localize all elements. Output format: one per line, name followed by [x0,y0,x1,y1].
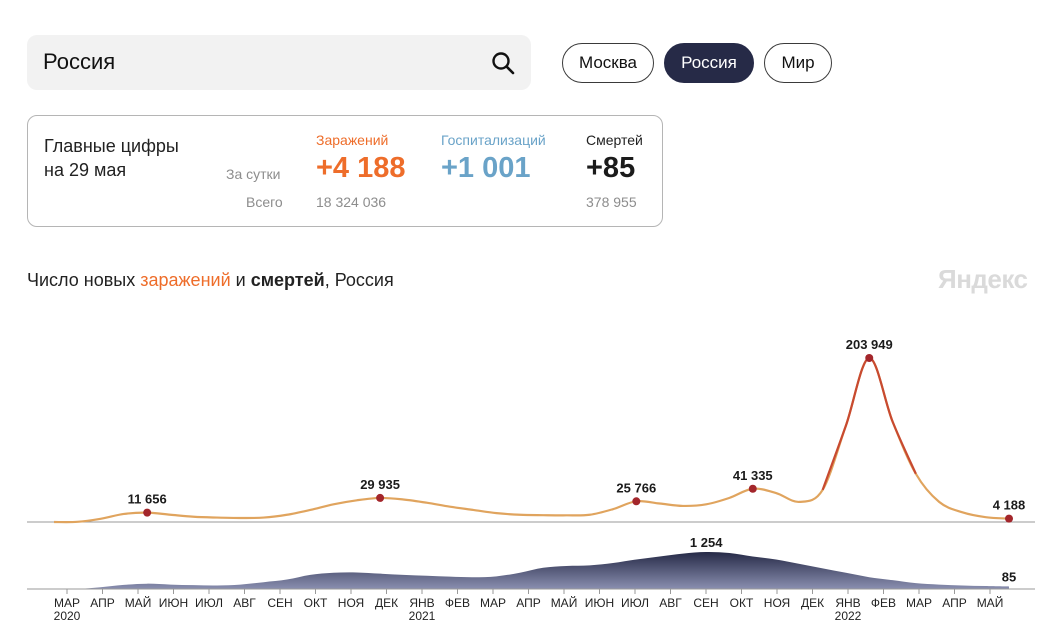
infections-value-label: 41 335 [733,468,773,483]
x-tick-label: ЯНВ [409,596,434,610]
deaths-area [54,551,1009,590]
x-axis: МАР АПР МАЙ ИЮН ИЮЛ АВГ СЕН ОКТ НОЯ ДЕК ЯНВ ФЕВ МАР А… [54,589,1004,623]
x-tick-label: АПР [516,596,541,610]
infections-marker[interactable] [865,354,874,362]
summary-title-line1: Главные цифры [44,136,179,156]
infections-marker[interactable] [143,508,152,517]
yandex-logo: Яндекс [938,264,1028,294]
chart-title-suffix: , Россия [324,270,394,290]
tab-russia[interactable]: Россия [664,43,754,83]
infections-total: 18 324 036 [316,194,387,210]
chart-title-infections[interactable]: заражений [140,270,231,290]
chart-title: Число новых заражений и смертей, Россия [27,270,394,291]
deaths-value-label: 1 254 [690,535,723,550]
x-tick-label: ДЕК [375,596,398,610]
x-tick-label: АВГ [659,596,682,610]
infections-head: Заражений [316,132,389,148]
x-tick-label: СЕН [267,596,292,610]
search-box[interactable]: Россия [27,35,531,90]
x-tick-label: МАР [906,596,932,610]
x-tick-label: АПР [90,596,115,610]
x-tick-label: АВГ [233,596,256,610]
x-tick-label: МАЙ [125,595,152,610]
x-tick-label: ИЮЛ [621,596,649,610]
x-tick-label: НОЯ [338,596,364,610]
x-tick-label: ЯНВ [835,596,860,610]
infections-marker[interactable] [376,493,385,502]
x-year-label: 2021 [409,609,436,623]
infections-value-label: 25 766 [616,480,656,495]
chart-title-middle: и [230,270,251,290]
x-tick-label: МАР [54,596,80,610]
infections-per-day: +4 188 [316,152,406,184]
infections-series: 11 656 29 935 25 766 41 335 203 949 4 188 [27,337,1035,524]
x-tick-label: ФЕВ [445,596,470,610]
x-tick-label: МАР [480,596,506,610]
x-tick-label: АПР [942,596,967,610]
search-icon[interactable] [491,51,515,75]
x-year-label: 2020 [54,609,81,623]
x-tick-label: ИЮЛ [195,596,223,610]
infections-line [53,356,1010,524]
infections-value-label: 203 949 [846,337,893,352]
x-tick-label: НОЯ [764,596,790,610]
chart-title-prefix: Число новых [27,270,141,290]
infections-peak-line [821,356,917,491]
x-year-label: 2022 [835,609,862,623]
hospitalizations-per-day: +1 001 [441,152,531,184]
x-tick-label: ДЕК [801,596,824,610]
tab-world[interactable]: Мир [764,43,832,83]
deaths-per-day: +85 [586,152,636,184]
x-tick-label: ОКТ [304,596,328,610]
infections-marker[interactable] [632,497,641,506]
infections-value-label: 29 935 [360,477,400,492]
infections-marker[interactable] [1005,514,1013,523]
infections-value-label: 4 188 [993,498,1026,513]
x-tick-label: МАЙ [977,595,1004,610]
search-input[interactable]: Россия [43,49,116,74]
chart-title-deaths[interactable]: смертей [250,270,325,290]
deaths-head: Смертей [586,132,643,148]
x-tick-label: ИЮН [159,596,188,610]
covid-chart: 11 656 29 935 25 766 41 335 203 949 4 188 1 2… [27,337,1035,623]
x-tick-label: ИЮН [585,596,614,610]
deaths-total: 378 955 [586,194,637,210]
summary-title-line2: на 29 мая [44,160,127,180]
summary-title: Главные цифры на 29 мая [44,134,179,182]
x-tick-label: ОКТ [730,596,754,610]
infections-marker[interactable] [748,484,757,493]
per-day-label: За сутки [226,166,281,182]
total-label: Всего [246,194,283,210]
deaths-series: 1 254 85 [27,535,1035,590]
x-tick-label: ФЕВ [871,596,896,610]
x-tick-label: СЕН [693,596,718,610]
tab-moscow[interactable]: Москва [562,43,654,83]
infections-value-label: 11 656 [128,492,167,507]
x-tick-label: МАЙ [551,595,578,610]
deaths-value-label: 85 [1002,569,1016,584]
summary-card: Главные цифры на 29 мая За сутки Всего З… [27,115,663,227]
hospitalizations-head: Госпитализаций [441,132,546,148]
